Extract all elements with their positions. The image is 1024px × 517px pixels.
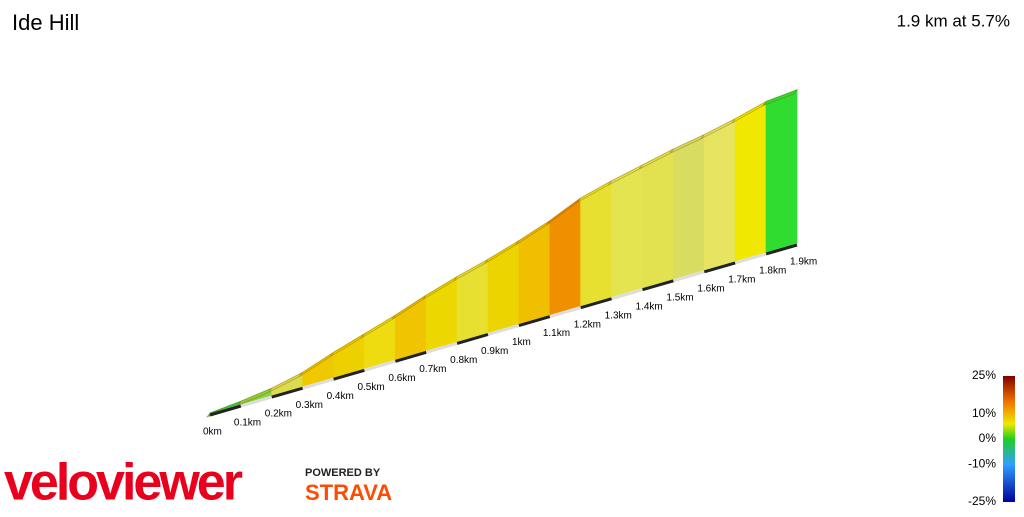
axis-tick — [271, 386, 304, 399]
x-tick-label: 1.3km — [605, 310, 632, 321]
axis-tick — [642, 279, 674, 292]
axis-tick — [240, 395, 273, 408]
gradient-segment — [487, 240, 520, 334]
colorbar-label: 25% — [972, 368, 996, 382]
axis-tick — [364, 359, 396, 372]
gradient-segment — [580, 180, 613, 307]
axis-tick — [518, 315, 551, 327]
colorbar-label: 10% — [972, 406, 996, 420]
gradient-segment — [703, 118, 736, 271]
axis-tick — [425, 341, 458, 354]
x-tick-label: 1.9km — [790, 257, 817, 268]
x-tick-label: 0.5km — [357, 382, 384, 393]
gradient-segment — [642, 148, 674, 289]
chart-title: Ide Hill — [12, 10, 79, 35]
axis-tick — [549, 306, 582, 319]
axis-tick — [456, 333, 489, 345]
x-tick-label: 1.6km — [697, 283, 724, 294]
x-tick-label: 0.2km — [265, 409, 292, 420]
x-tick-label: 0.6km — [388, 373, 415, 384]
gradient-segment — [765, 89, 798, 253]
segment-top — [761, 88, 799, 107]
strava: STRAVA — [305, 480, 392, 505]
axis-tick — [209, 404, 242, 417]
powered-by: POWERED BY — [305, 467, 381, 479]
x-tick-label: 1.4km — [636, 301, 663, 312]
logo: veloviewer — [4, 454, 243, 512]
x-tick-label: 0.7km — [419, 364, 446, 375]
colorbar-label: -25% — [968, 494, 996, 508]
x-tick-label: 1.5km — [666, 292, 693, 303]
gradient-segment — [518, 220, 551, 325]
axis-tick — [487, 324, 520, 336]
x-tick-label: 1.2km — [574, 319, 601, 330]
x-tick-label: 0km — [203, 427, 222, 438]
gradient-segment — [673, 133, 705, 280]
gradient-segment — [364, 314, 396, 369]
axis-tick — [673, 270, 705, 283]
axis-tick — [302, 377, 334, 390]
x-tick-label: 1.7km — [728, 275, 755, 286]
colorbar-label: 0% — [979, 431, 997, 445]
x-tick-label: 0.4km — [327, 391, 354, 402]
axis-tick — [734, 252, 767, 265]
colorbar-label: -10% — [968, 456, 996, 470]
axis-tick — [580, 297, 613, 310]
gradient-segment — [549, 197, 582, 316]
axis-tick — [703, 261, 736, 274]
axis-tick — [611, 288, 643, 301]
x-tick-label: 1km — [512, 337, 531, 348]
x-tick-label: 0.9km — [481, 346, 508, 357]
x-tick-label: 0.1km — [234, 418, 261, 429]
x-tick-label: 1.8km — [759, 266, 786, 277]
x-tick-label: 0.8km — [450, 355, 477, 366]
gradient-segment — [611, 164, 643, 298]
x-tick-label: 1.1km — [543, 328, 570, 339]
subtitle: 1.9 km at 5.7% — [897, 11, 1010, 30]
axis-tick — [394, 350, 427, 363]
colorbar — [1003, 376, 1015, 502]
gradient-segment — [734, 100, 767, 262]
x-tick-label: 0.3km — [296, 400, 323, 411]
axis-tick — [333, 368, 365, 381]
axis-tick — [765, 243, 798, 256]
gradient-segment — [456, 258, 489, 342]
